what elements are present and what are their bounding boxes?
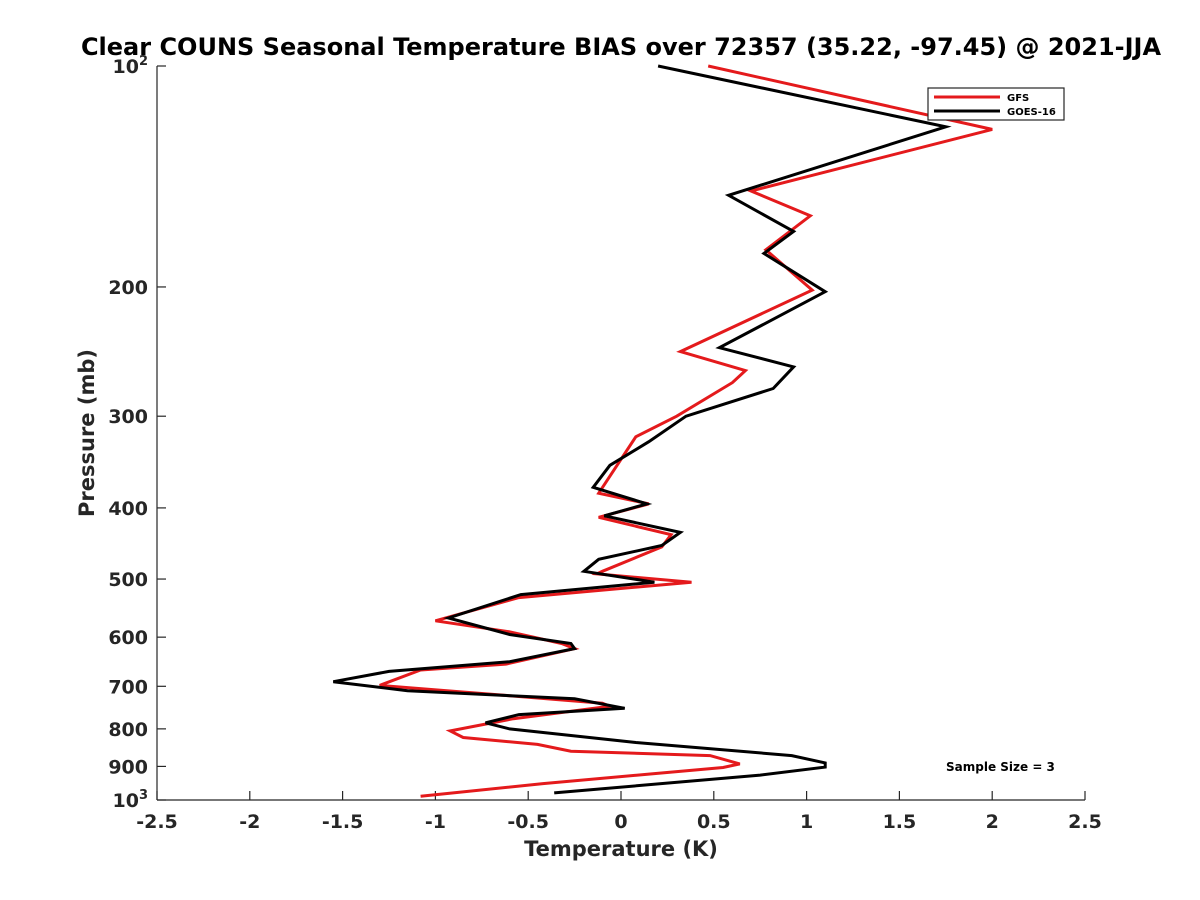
x-tick-label: 0: [614, 811, 627, 833]
x-tick-label: 0.5: [697, 811, 731, 833]
series-layer: [333, 64, 993, 798]
y-tick-label: 300: [108, 406, 148, 428]
x-tick-label: -0.5: [507, 811, 549, 833]
y-tick-label: 102: [113, 54, 149, 78]
legend-box: [927, 87, 1065, 121]
legend-label-gfs: GFS: [1007, 93, 1029, 104]
y-axis: 102 200 300 400 500 600 700 800 900 103: [108, 54, 166, 812]
y-tick-label: 800: [108, 719, 148, 741]
x-tick-label: -2: [239, 811, 260, 833]
y-tick-label: 500: [108, 569, 148, 591]
y-tick-label: 400: [108, 498, 148, 520]
x-tick-label: -1.5: [322, 811, 364, 833]
plot-area: [156, 66, 1085, 801]
x-tick-label: -2.5: [136, 811, 178, 833]
series-line-goes-16: [333, 64, 952, 795]
y-axis-label: Pressure (mb): [75, 349, 99, 517]
y-tick-label: 600: [108, 627, 148, 649]
y-tick-label: 900: [108, 756, 148, 778]
x-tick-label: 2.5: [1068, 811, 1102, 833]
chart-title: Clear COUNS Seasonal Temperature BIAS ov…: [81, 33, 1162, 61]
x-axis: -2.5 -2 -1.5 -1 -0.5 0 0.5 1 1.5 2 2.5: [136, 791, 1102, 833]
x-tick-label: -1: [425, 811, 446, 833]
legend[interactable]: GFS GOES-16: [927, 87, 1065, 121]
x-tick-label: 2: [986, 811, 999, 833]
x-tick-label: 1: [800, 811, 813, 833]
y-tick-label: 700: [108, 676, 148, 698]
x-axis-label: Temperature (K): [524, 837, 718, 861]
series-line-gfs: [379, 64, 993, 798]
legend-label-goes-16: GOES-16: [1007, 107, 1056, 118]
y-tick-label: 103: [113, 788, 149, 812]
y-tick-label: 200: [108, 277, 148, 299]
x-tick-label: 1.5: [883, 811, 917, 833]
sample-size-annotation: Sample Size = 3: [946, 760, 1055, 774]
